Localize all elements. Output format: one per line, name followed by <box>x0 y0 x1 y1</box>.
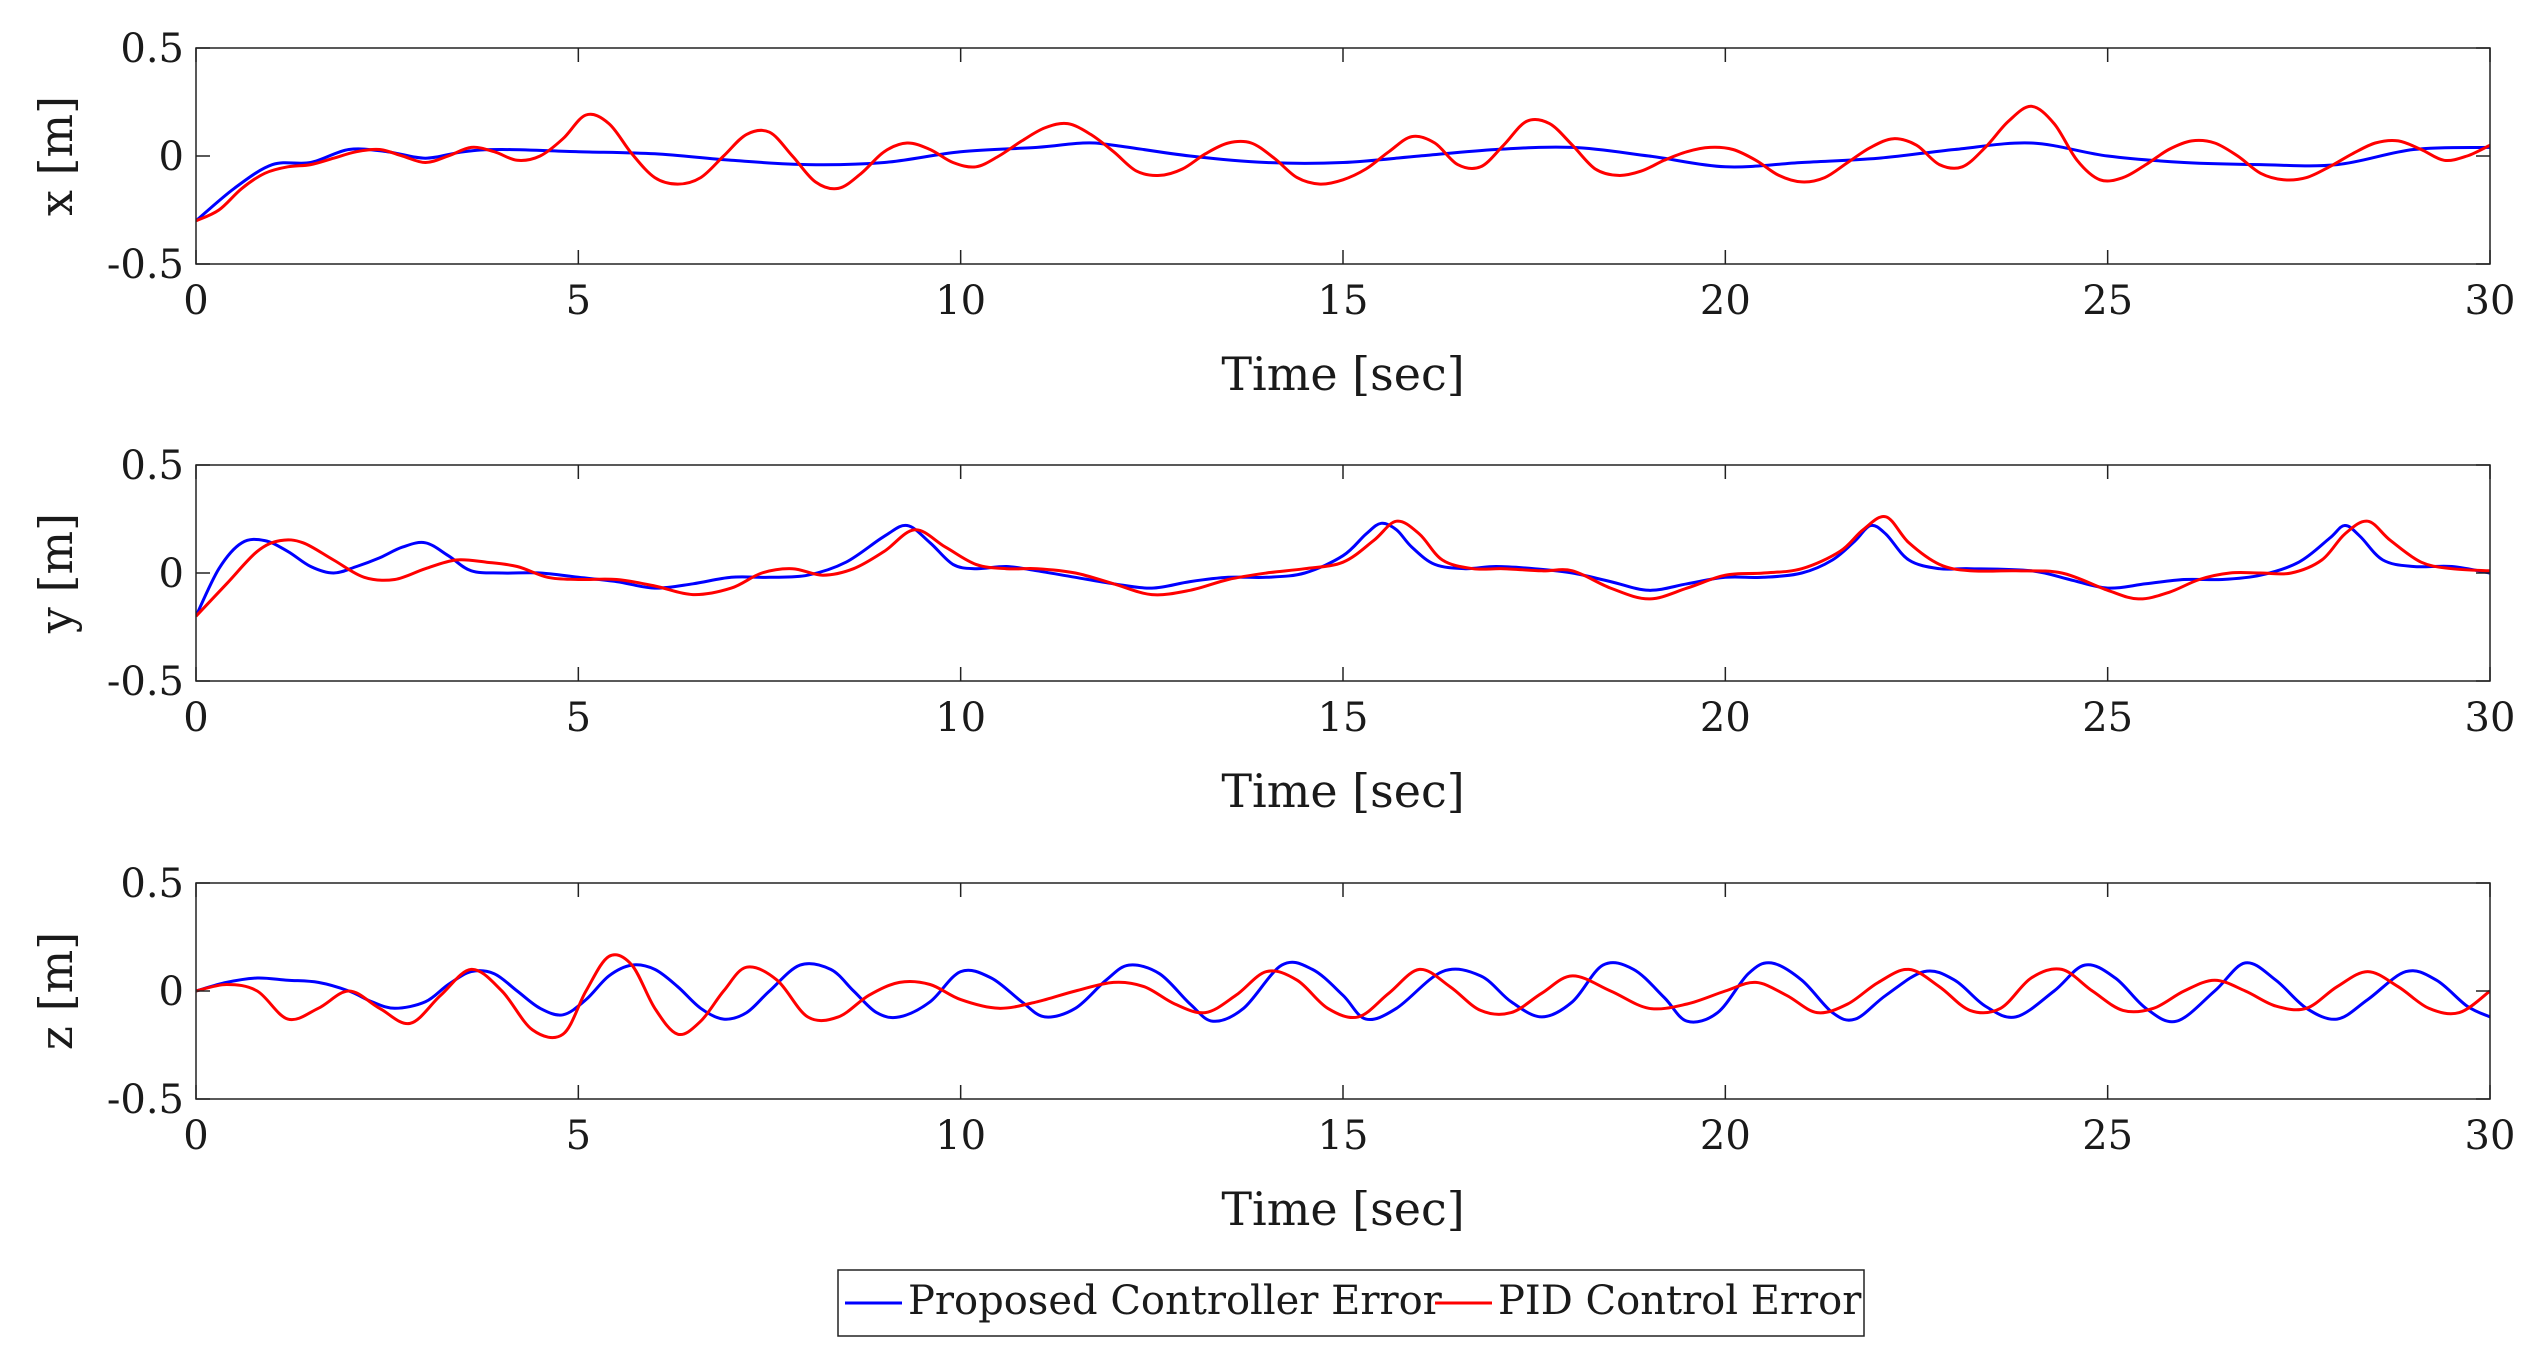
panel-x-xtick-label: 10 <box>935 278 986 324</box>
panel-x-series-pid <box>196 104 2490 223</box>
panel-z-xtick-label: 30 <box>2465 1113 2516 1159</box>
panel-x-xtick-label: 5 <box>566 278 591 324</box>
legend-label-proposed: Proposed Controller Error <box>908 1278 1443 1324</box>
panel-x-ytick-label: 0 <box>159 134 184 180</box>
panel-y-xtick-label: 30 <box>2465 695 2516 741</box>
panel-x-xlabel: Time [sec] <box>1221 347 1464 401</box>
panel-y-ytick-label: -0.5 <box>107 659 184 705</box>
panel-y-xtick-label: 0 <box>183 695 208 741</box>
panel-z-ylabel: z [m] <box>29 932 83 1050</box>
panel-z-xtick-label: 20 <box>1700 1113 1751 1159</box>
panel-y-xlabel: Time [sec] <box>1221 764 1464 818</box>
panel-z-xtick-label: 5 <box>566 1113 591 1159</box>
panel-z-xtick-label: 25 <box>2082 1113 2133 1159</box>
legend-label-pid: PID Control Error <box>1498 1278 1862 1324</box>
panel-x-ylabel: x [m] <box>29 96 83 216</box>
panel-x-xtick-label: 15 <box>1318 278 1369 324</box>
panel-x-xtick-label: 30 <box>2465 278 2516 324</box>
panel-z-series-proposed <box>196 960 2490 1024</box>
panel-y-series-pid <box>196 515 2490 618</box>
panel-z-xtick-label: 10 <box>935 1113 986 1159</box>
panel-y-xtick-label: 25 <box>2082 695 2133 741</box>
panel-z-xtick-label: 15 <box>1318 1113 1369 1159</box>
panel-x-ytick-label: -0.5 <box>107 242 184 288</box>
panel-y-ytick-label: 0.5 <box>120 443 184 489</box>
panel-x-xtick-label: 0 <box>183 278 208 324</box>
panel-z-xlabel: Time [sec] <box>1221 1182 1464 1236</box>
legend: Proposed Controller Error PID Control Er… <box>837 1269 1865 1337</box>
panel-x-ytick-label: 0.5 <box>120 26 184 72</box>
panel-z-ytick-label: 0.5 <box>120 861 184 907</box>
panel-x-xtick-label: 25 <box>2082 278 2133 324</box>
panel-y-ytick-label: 0 <box>159 551 184 597</box>
panel-y-xtick-label: 15 <box>1318 695 1369 741</box>
legend-box <box>837 1269 1865 1337</box>
panel-x-series-proposed <box>196 141 2490 222</box>
panel-y-xtick-label: 10 <box>935 695 986 741</box>
panel-z-series-pid <box>196 953 2490 1040</box>
panel-y-xtick-label: 20 <box>1700 695 1751 741</box>
panel-y-xtick-label: 5 <box>566 695 591 741</box>
panel-x-xtick-label: 20 <box>1700 278 1751 324</box>
panel-z-xtick-label: 0 <box>183 1113 208 1159</box>
panel-z-axes-box <box>195 882 2491 1100</box>
panel-z-ytick-label: -0.5 <box>107 1077 184 1123</box>
panel-z-ytick-label: 0 <box>159 969 184 1015</box>
panel-y-series-proposed <box>196 521 2490 617</box>
panel-y-ylabel: y [m] <box>29 513 83 634</box>
